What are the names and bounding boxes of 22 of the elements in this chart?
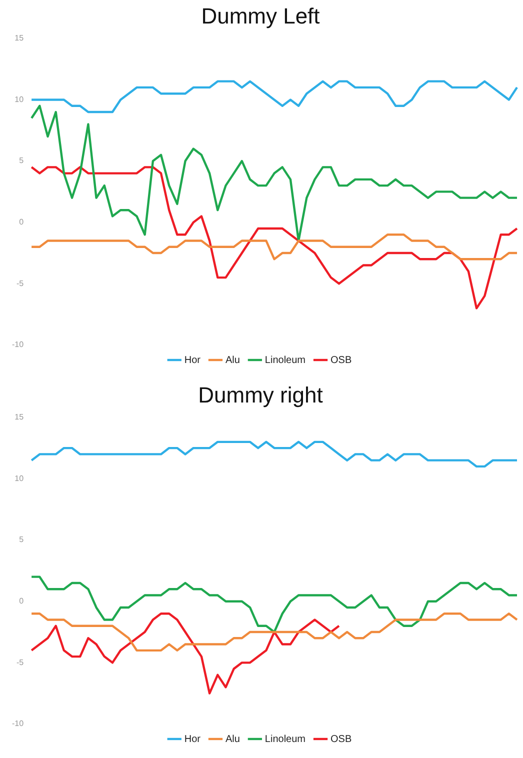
y-tick-label: 10: [14, 94, 24, 104]
legend-label: Alu: [225, 354, 240, 366]
y-tick-label: -10: [12, 719, 24, 728]
legend-label: Linoleum: [264, 734, 306, 745]
legend-label: Hor: [184, 354, 202, 366]
chart-title: Dummy right: [198, 382, 323, 408]
chart-title: Dummy Left: [201, 3, 320, 28]
legend-label: Linoleum: [264, 354, 306, 366]
legend-label: OSB: [330, 354, 352, 366]
y-tick-label: 5: [19, 535, 24, 544]
legend-label: OSB: [330, 734, 352, 745]
y-tick-label: 0: [19, 596, 24, 606]
legend-label: Alu: [225, 734, 240, 745]
y-tick-label: 0: [19, 218, 24, 227]
y-tick-label: -5: [16, 658, 24, 667]
y-tick-label: 5: [19, 156, 24, 166]
y-tick-label: -5: [16, 278, 24, 288]
y-tick-label: -10: [12, 340, 24, 350]
legend-label: Hor: [184, 734, 202, 745]
y-tick-label: 15: [14, 412, 24, 422]
y-tick-label: 15: [14, 34, 24, 43]
y-tick-label: 10: [14, 474, 24, 483]
